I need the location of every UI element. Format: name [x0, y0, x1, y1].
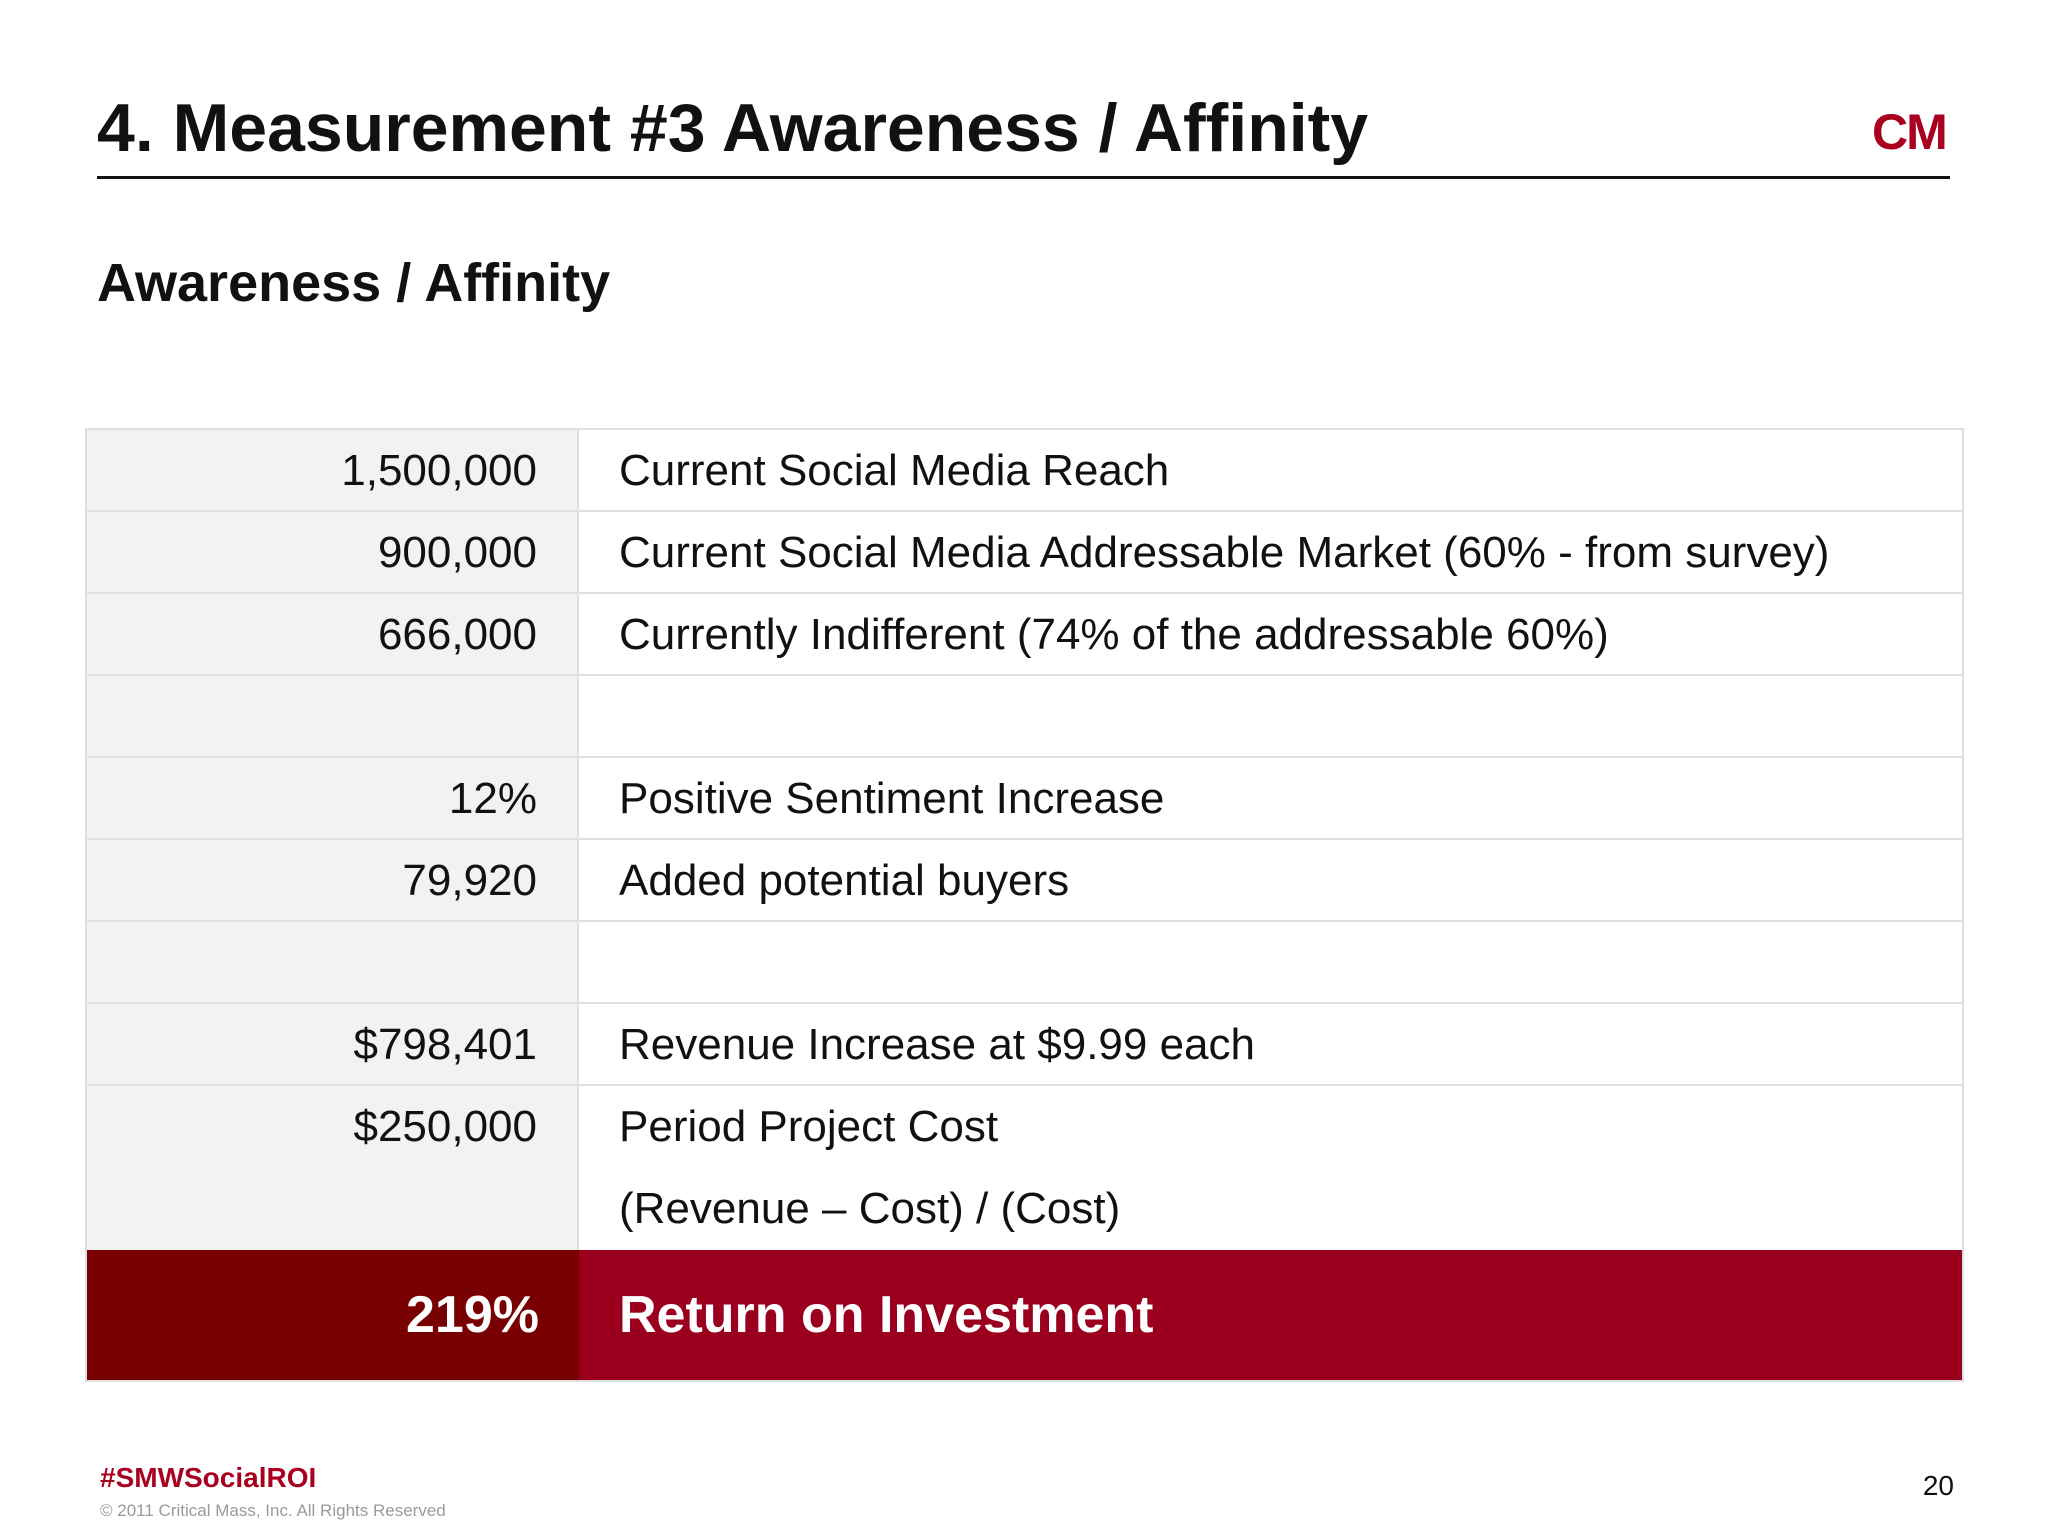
section-subtitle: Awareness / Affinity	[97, 253, 611, 313]
row-value	[87, 676, 579, 756]
row-value: 12%	[87, 758, 579, 838]
cm-logo: CM	[1872, 104, 1948, 160]
row-label: Current Social Media Addressable Market …	[579, 512, 1962, 592]
row-label	[579, 676, 1962, 756]
table-row: 1,500,000 Current Social Media Reach	[87, 430, 1962, 512]
row-label	[579, 922, 1962, 1002]
roi-table: 1,500,000 Current Social Media Reach 900…	[85, 428, 1964, 1382]
table-row: $798,401 Revenue Increase at $9.99 each	[87, 1004, 1962, 1086]
row-value: $798,401	[87, 1004, 579, 1084]
roi-row: 219% Return on Investment	[87, 1250, 1962, 1380]
row-value: 1,500,000	[87, 430, 579, 510]
row-label: Revenue Increase at $9.99 each	[579, 1004, 1962, 1084]
roi-value: 219%	[87, 1250, 579, 1380]
table-row: 12% Positive Sentiment Increase	[87, 758, 1962, 840]
formula-label: (Revenue – Cost) / (Cost)	[619, 1184, 1121, 1233]
table-row: 900,000 Current Social Media Addressable…	[87, 512, 1962, 594]
table-row-empty	[87, 922, 1962, 1004]
row-label: Period Project Cost (Revenue – Cost) / (…	[579, 1086, 1962, 1250]
title-divider	[97, 176, 1950, 179]
row-value	[87, 922, 579, 1002]
row-label: Positive Sentiment Increase	[579, 758, 1962, 838]
row-label-line: Period Project Cost	[619, 1102, 999, 1151]
footer-hashtag: #SMWSocialROI	[100, 1462, 317, 1493]
row-value: 79,920	[87, 840, 579, 920]
slide-title: 4. Measurement #3 Awareness / Affinity	[97, 90, 1369, 166]
row-value: 900,000	[87, 512, 579, 592]
table-row: 666,000 Currently Indifferent (74% of th…	[87, 594, 1962, 676]
page-number: 20	[1922, 1470, 1954, 1501]
table-row-empty	[87, 676, 1962, 758]
row-value: $250,000	[87, 1086, 579, 1250]
row-label: Currently Indifferent (74% of the addres…	[579, 594, 1962, 674]
row-label: Added potential buyers	[579, 840, 1962, 920]
row-value: 666,000	[87, 594, 579, 674]
table-row: $250,000 Period Project Cost (Revenue – …	[87, 1086, 1962, 1250]
table-row: 79,920 Added potential buyers	[87, 840, 1962, 922]
footer-copyright: © 2011 Critical Mass, Inc. All Rights Re…	[100, 1501, 446, 1520]
row-label: Current Social Media Reach	[579, 430, 1962, 510]
roi-label: Return on Investment	[579, 1250, 1962, 1380]
